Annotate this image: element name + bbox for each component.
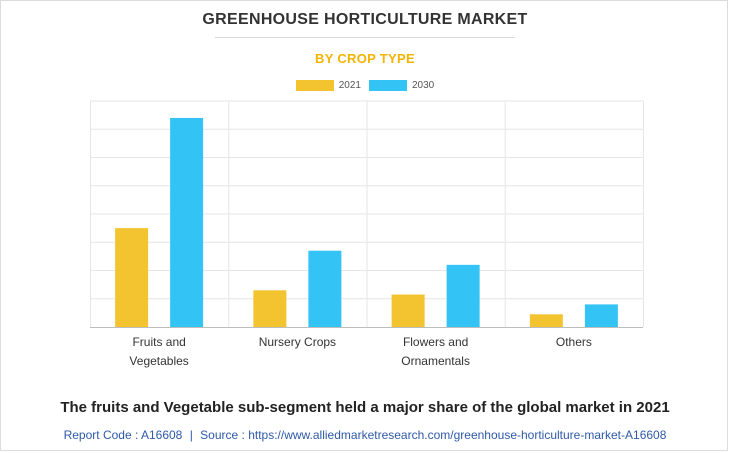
title-divider <box>215 37 515 38</box>
bar-2030-2 <box>446 264 480 327</box>
source-link[interactable]: Source : https://www.alliedmarketresearc… <box>200 428 667 442</box>
footer: Report Code : A16608 | Source : https://… <box>0 428 730 442</box>
chart-legend: 2021 2030 <box>0 80 730 91</box>
bar-2021-1 <box>253 290 287 327</box>
bar-2030-3 <box>584 304 618 327</box>
category-label: Vegetables <box>129 354 188 368</box>
legend-item-2030[interactable]: 2030 <box>369 80 434 91</box>
footer-separator: | <box>189 428 193 442</box>
bar-2021-0 <box>115 228 149 327</box>
legend-label-2030: 2030 <box>412 80 435 91</box>
bar-2030-0 <box>170 117 204 327</box>
category-label: Ornamentals <box>401 354 470 368</box>
category-label: Nursery Crops <box>259 335 336 349</box>
category-label: Fruits and <box>132 335 185 349</box>
chart-title: GREENHOUSE HORTICULTURE MARKET <box>202 11 528 28</box>
legend-swatch-2030 <box>369 80 407 91</box>
bar-chart: Fruits and Vegetables Nursery Crops Flowers… <box>90 100 644 368</box>
legend-item-2021[interactable]: 2021 <box>295 80 361 91</box>
bar-2021-3 <box>529 314 563 327</box>
bar-2030-1 <box>308 250 342 327</box>
legend-swatch-2021 <box>295 80 334 91</box>
legend-label-2021: 2021 <box>338 80 361 91</box>
category-label: Flowers and <box>403 335 468 349</box>
category-label: Others <box>556 335 592 349</box>
chart-subtitle: BY CROP TYPE <box>315 51 415 66</box>
report-code: Report Code : A16608 <box>63 428 183 442</box>
bar-2021-2 <box>391 294 425 327</box>
headline-text: The fruits and Vegetable sub-segment hel… <box>60 399 670 416</box>
